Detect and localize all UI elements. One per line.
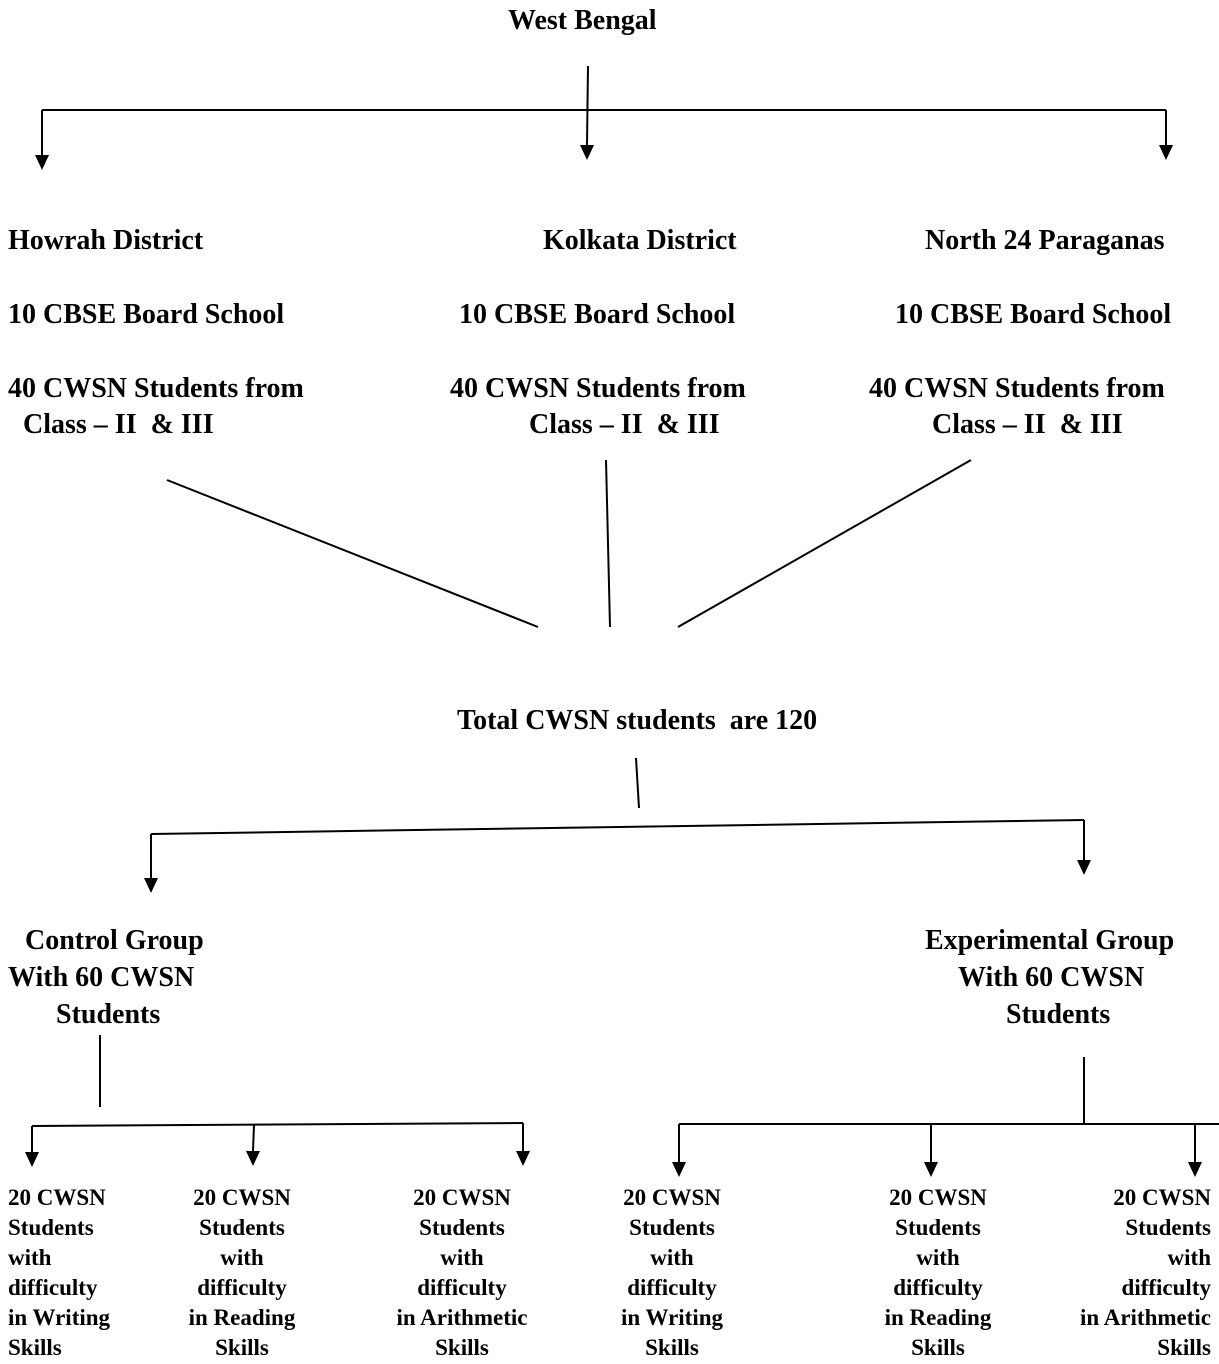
experimental-group-line2: With 60 CWSN	[958, 962, 1145, 993]
root-stem-line	[586, 65, 589, 146]
north24-schools: 10 CBSE Board School	[895, 299, 1172, 330]
kolkata-schools: 10 CBSE Board School	[459, 299, 736, 330]
leaf3-arrow-icon	[516, 1151, 530, 1166]
howrah-classes: Class – II & III	[23, 409, 214, 440]
leaf6-arrow-icon	[1188, 1162, 1202, 1177]
leaf5-arrow-icon	[924, 1162, 938, 1177]
north24-name: North 24 Paraganas	[925, 225, 1165, 256]
leaf-arithmetic-control: 20 CWSN Students with difficulty in Arit…	[396, 1185, 528, 1360]
control-group-line1: Control Group	[25, 925, 204, 956]
leaf-reading-control: 20 CWSN Students with difficulty in Read…	[188, 1185, 296, 1360]
kolkata-to-total-line	[605, 459, 611, 628]
leaf-arithmetic-experimental: 20 CWSN Students with difficulty in Arit…	[1080, 1185, 1211, 1360]
howrah-students: 40 CWSN Students from	[8, 373, 304, 404]
root-title: West Bengal	[508, 5, 657, 36]
north24-classes: Class – II & III	[932, 409, 1123, 440]
howrah-arrow-icon	[35, 155, 49, 170]
howrah-name: Howrah District	[8, 225, 204, 256]
howrah-schools: 10 CBSE Board School	[8, 299, 285, 330]
total-label: Total CWSN students are 120	[457, 705, 818, 736]
control-group-line2: With 60 CWSN	[8, 962, 195, 993]
total-stem-line	[635, 757, 640, 809]
north24-to-total-line	[677, 459, 972, 628]
howrah-to-total-line	[166, 479, 539, 628]
root-center-arrow-icon	[580, 145, 594, 160]
leaf-reading-experimental: 20 CWSN Students with difficulty in Read…	[884, 1185, 992, 1360]
experimental-group-line3: Students	[1006, 999, 1111, 1030]
leaf4-arrow-icon	[672, 1162, 686, 1177]
control-leaf-bus-line	[31, 1122, 524, 1127]
north24-arrow-icon	[1159, 145, 1173, 160]
leaf1-arrow-icon	[25, 1152, 39, 1167]
leaf-writing-experimental: 20 CWSN Students with difficulty in Writ…	[620, 1185, 724, 1360]
kolkata-students: 40 CWSN Students from	[450, 373, 746, 404]
group-bus-line	[150, 819, 1085, 835]
control-group-line3: Students	[56, 999, 161, 1030]
experimental-group-line1: Experimental Group	[925, 925, 1175, 956]
leaf2-drop-line	[252, 1124, 255, 1152]
experimental-arrow-icon	[1077, 860, 1091, 875]
control-arrow-icon	[144, 878, 158, 893]
kolkata-classes: Class – II & III	[529, 409, 720, 440]
leaf2-arrow-icon	[246, 1151, 260, 1166]
kolkata-name: Kolkata District	[543, 225, 737, 256]
north24-students: 40 CWSN Students from	[869, 373, 1165, 404]
leaf-writing-control: 20 CWSN Students with difficulty in Writ…	[8, 1185, 111, 1360]
